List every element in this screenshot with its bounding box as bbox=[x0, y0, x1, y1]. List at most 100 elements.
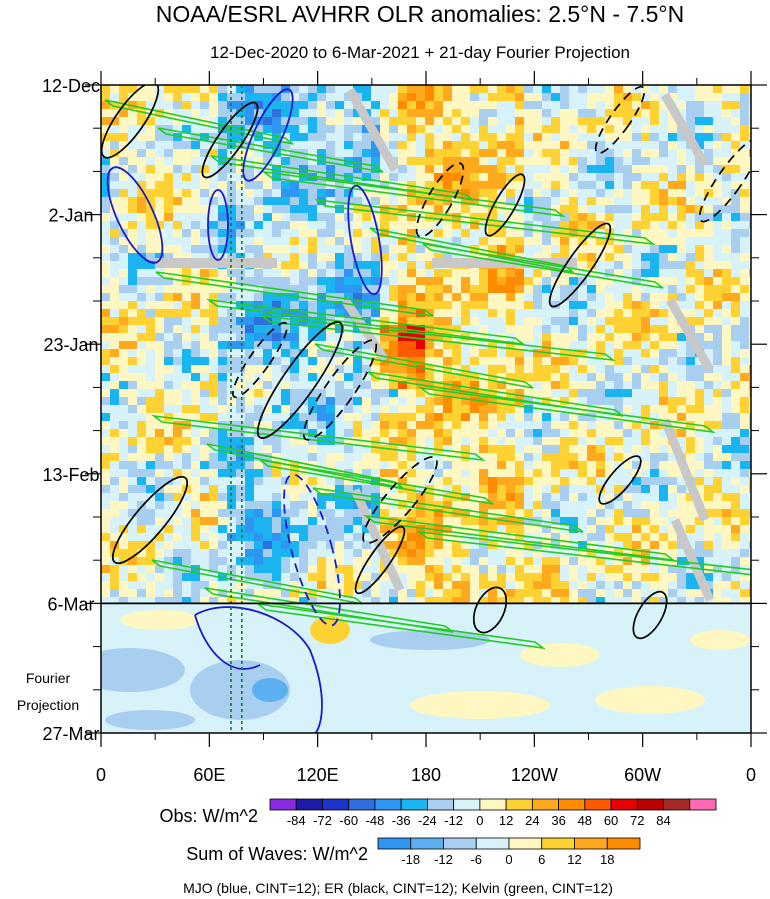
field-cell bbox=[596, 125, 606, 134]
field-cell bbox=[200, 85, 210, 94]
field-cell bbox=[578, 333, 588, 342]
field-cell bbox=[164, 485, 174, 494]
field-cell bbox=[308, 157, 318, 166]
field-cell bbox=[191, 533, 201, 542]
field-cell bbox=[677, 501, 687, 510]
field-cell bbox=[461, 221, 471, 230]
field-cell bbox=[317, 269, 327, 278]
field-cell bbox=[335, 245, 345, 254]
field-cell bbox=[722, 85, 732, 94]
field-cell bbox=[524, 333, 534, 342]
field-cell bbox=[200, 213, 210, 222]
field-cell bbox=[182, 157, 192, 166]
field-cell bbox=[551, 245, 561, 254]
field-cell bbox=[389, 221, 399, 230]
field-cell bbox=[731, 229, 741, 238]
field-cell bbox=[119, 381, 129, 390]
field-cell bbox=[155, 317, 165, 326]
field-cell bbox=[668, 565, 678, 574]
field-cell bbox=[335, 277, 345, 286]
field-cell bbox=[515, 101, 525, 110]
field-cell bbox=[245, 85, 255, 94]
field-cell bbox=[488, 565, 498, 574]
field-cell bbox=[497, 397, 507, 406]
kelvin-contour bbox=[204, 587, 454, 633]
field-cell bbox=[416, 429, 426, 438]
field-cell bbox=[317, 365, 327, 374]
field-cell bbox=[452, 533, 462, 542]
field-cell bbox=[425, 381, 435, 390]
field-cell bbox=[200, 533, 210, 542]
field-cell bbox=[272, 493, 282, 502]
field-cell bbox=[308, 421, 318, 430]
field-cell bbox=[470, 469, 480, 478]
field-cell bbox=[317, 541, 327, 550]
field-cell bbox=[722, 469, 732, 478]
field-cell bbox=[452, 597, 462, 606]
field-cell bbox=[569, 165, 579, 174]
field-cell bbox=[434, 317, 444, 326]
field-cell bbox=[155, 205, 165, 214]
field-cell bbox=[146, 101, 156, 110]
field-cell bbox=[317, 413, 327, 422]
field-cell bbox=[560, 301, 570, 310]
field-cell bbox=[605, 525, 615, 534]
field-cell bbox=[326, 117, 336, 126]
field-cell bbox=[308, 437, 318, 446]
field-cell bbox=[137, 405, 147, 414]
field-cell bbox=[632, 221, 642, 230]
field-cell bbox=[470, 109, 480, 118]
field-cell bbox=[344, 349, 354, 358]
field-cell bbox=[173, 245, 183, 254]
field-cell bbox=[659, 197, 669, 206]
field-cell bbox=[560, 541, 570, 550]
field-cell bbox=[245, 173, 255, 182]
field-cell bbox=[254, 549, 264, 558]
field-cell bbox=[353, 517, 363, 526]
field-cell bbox=[524, 541, 534, 550]
field-cell bbox=[488, 581, 498, 590]
field-cell bbox=[470, 133, 480, 142]
field-cell bbox=[524, 461, 534, 470]
y-tick-label: 23-Jan bbox=[43, 335, 98, 355]
field-cell bbox=[119, 453, 129, 462]
field-cell bbox=[731, 173, 741, 182]
field-cell bbox=[155, 293, 165, 302]
field-cell bbox=[155, 389, 165, 398]
field-cell bbox=[236, 269, 246, 278]
field-cell bbox=[281, 405, 291, 414]
field-cell bbox=[380, 301, 390, 310]
field-cell bbox=[443, 141, 453, 150]
field-cell bbox=[479, 405, 489, 414]
field-cell bbox=[119, 293, 129, 302]
field-cell bbox=[263, 149, 273, 158]
field-cell bbox=[740, 429, 750, 438]
colorbar-tick-label: 12 bbox=[499, 813, 513, 828]
field-cell bbox=[587, 205, 597, 214]
field-cell bbox=[353, 357, 363, 366]
field-cell bbox=[209, 589, 219, 598]
field-cell bbox=[335, 445, 345, 454]
missing-data-streak bbox=[661, 92, 709, 168]
field-cell bbox=[623, 205, 633, 214]
field-cell bbox=[182, 341, 192, 350]
projection-anomaly bbox=[190, 660, 290, 720]
field-cell bbox=[101, 309, 111, 318]
field-cell bbox=[641, 461, 651, 470]
field-cell bbox=[731, 349, 741, 358]
field-cell bbox=[272, 133, 282, 142]
field-cell bbox=[281, 229, 291, 238]
field-cell bbox=[596, 165, 606, 174]
field-cell bbox=[686, 285, 696, 294]
field-cell bbox=[542, 165, 552, 174]
field-cell bbox=[434, 93, 444, 102]
colorbar-swatch bbox=[410, 837, 444, 850]
field-cell bbox=[560, 189, 570, 198]
field-cell bbox=[218, 429, 228, 438]
field-cell bbox=[425, 557, 435, 566]
field-cell bbox=[164, 181, 174, 190]
field-cell bbox=[191, 245, 201, 254]
field-cell bbox=[281, 437, 291, 446]
field-cell bbox=[578, 357, 588, 366]
field-cell bbox=[110, 493, 120, 502]
